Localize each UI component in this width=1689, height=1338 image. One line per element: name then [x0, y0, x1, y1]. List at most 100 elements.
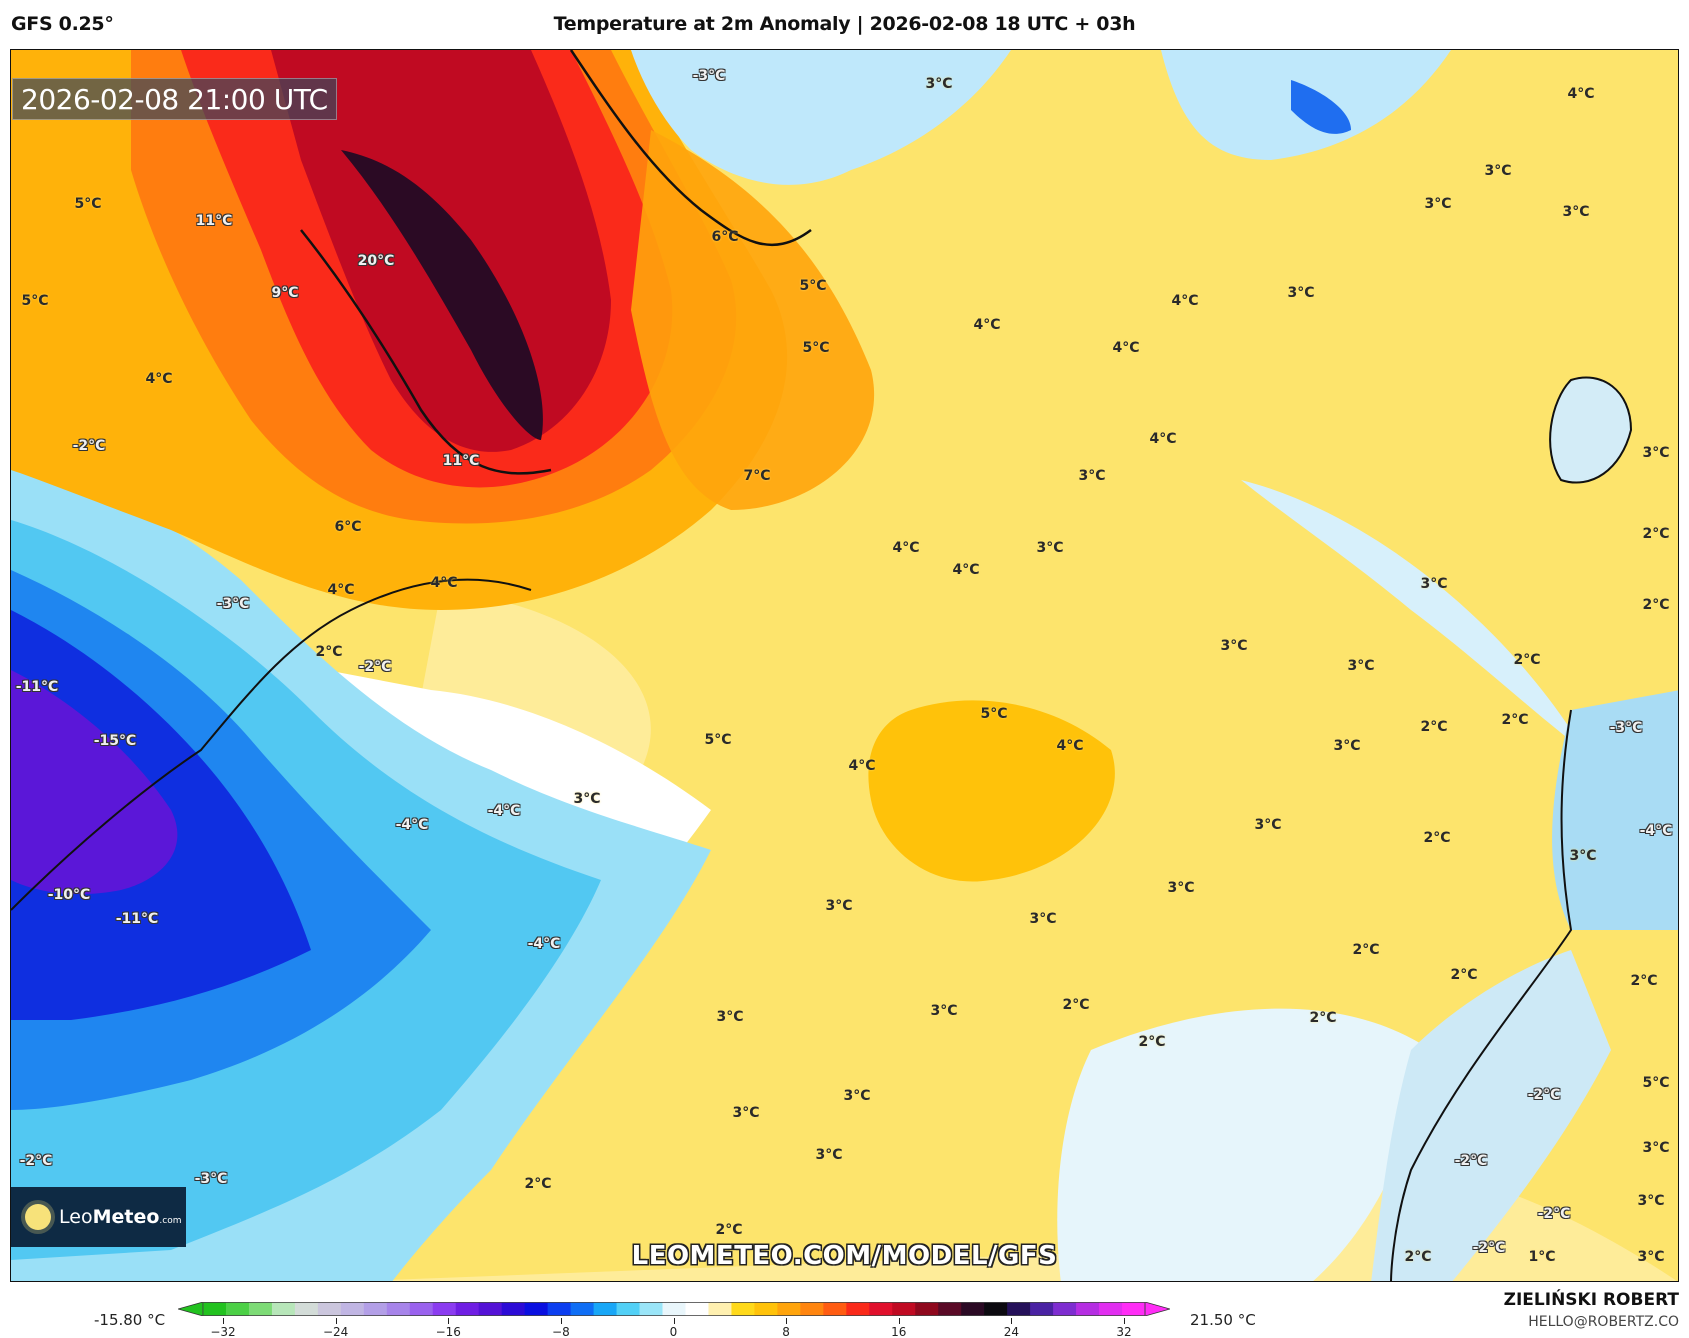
- colorbar-ticks: −32 −24 −16 −8 0 8 16 24 32: [0, 1318, 1689, 1338]
- contour-label: 3°C: [1167, 880, 1195, 896]
- colorbar-max-label: 21.50 °C: [1190, 1311, 1256, 1329]
- colorbar-tick-label: −8: [552, 1325, 570, 1338]
- contour-label: 4°C: [848, 758, 876, 774]
- anomaly-map[interactable]: 5°C 11°C 20°C 9°C 5°C 4°C -2°C 11°C 6°C 4°C 4°C -3°…: [10, 49, 1679, 1282]
- contour-label: 3°C: [1637, 1249, 1665, 1265]
- contour-label: 4°C: [973, 317, 1001, 333]
- contour-label: 3°C: [843, 1088, 871, 1104]
- contour-label: -4°C: [487, 803, 521, 819]
- contour-label: 3°C: [1562, 204, 1590, 220]
- contour-label: 2°C: [524, 1176, 552, 1192]
- contour-label: 2°C: [715, 1222, 743, 1238]
- contour-label: 2°C: [1138, 1034, 1166, 1050]
- colorbar-tick-label: −32: [210, 1325, 236, 1338]
- contour-label: 3°C: [1333, 738, 1361, 754]
- contour-label: 2°C: [1513, 652, 1541, 668]
- contour-label: 3°C: [732, 1105, 760, 1121]
- contour-label: 4°C: [1149, 431, 1177, 447]
- colorbar-tick-label: 0: [669, 1325, 678, 1338]
- colorbar-tick: [335, 1318, 337, 1324]
- contour-label: 3°C: [925, 76, 953, 92]
- contour-label: -11°C: [15, 679, 59, 695]
- contour-label: 3°C: [716, 1009, 744, 1025]
- contour-label: 11°C: [442, 453, 480, 469]
- author-name: ZIELIŃSKI ROBERT: [1503, 1290, 1679, 1310]
- colorbar-tick-label: 24: [1003, 1325, 1020, 1338]
- contour-label: 5°C: [21, 293, 49, 309]
- contour-label: 3°C: [1637, 1193, 1665, 1209]
- contour-label: -2°C: [1454, 1153, 1488, 1169]
- contour-label: 9°C: [271, 285, 299, 301]
- contour-label: 3°C: [573, 791, 601, 807]
- contour-label: 2°C: [315, 644, 343, 660]
- contour-label: -2°C: [1472, 1240, 1506, 1256]
- contour-label: 11°C: [195, 213, 233, 229]
- contour-label: -15°C: [93, 733, 137, 749]
- colorbar-tick-label: 16: [891, 1325, 907, 1338]
- leometeo-logo[interactable]: LeoMeteo.com: [11, 1187, 186, 1247]
- contour-label: 2°C: [1404, 1249, 1432, 1265]
- contour-label: 4°C: [892, 540, 920, 556]
- colorbar-tick-label: 8: [782, 1325, 790, 1338]
- contour-label: 4°C: [1171, 293, 1199, 309]
- colorbar-tick: [1011, 1318, 1013, 1324]
- contour-label: -3°C: [692, 68, 726, 84]
- contour-label: 4°C: [1056, 738, 1084, 754]
- colorbar-tick: [1124, 1318, 1125, 1324]
- contour-label: 3°C: [1254, 817, 1282, 833]
- contour-label: 3°C: [1424, 196, 1452, 212]
- contour-label: 4°C: [1567, 86, 1595, 102]
- contour-label: 3°C: [1420, 576, 1448, 592]
- contour-label: -10°C: [47, 887, 91, 903]
- watermark-url: LEOMETEO.COM/MODEL/GFS: [631, 1241, 1058, 1271]
- contour-label: 2°C: [1309, 1010, 1337, 1026]
- logo-text: LeoMeteo.com: [59, 1206, 182, 1228]
- colorbar-tick: [560, 1318, 562, 1324]
- colorbar-min-label: -15.80 °C: [94, 1311, 166, 1329]
- contour-label: 2°C: [1450, 967, 1478, 983]
- contour-label: 7°C: [743, 468, 771, 484]
- contour-label: 2°C: [1501, 712, 1529, 728]
- contour-label: -4°C: [395, 817, 429, 833]
- sun-icon: [25, 1204, 51, 1230]
- contour-label: 1°C: [1528, 1249, 1556, 1265]
- contour-label: -4°C: [1639, 823, 1673, 839]
- contour-label: -2°C: [358, 659, 392, 675]
- contour-label: -3°C: [1609, 720, 1643, 736]
- contour-label: 4°C: [430, 575, 458, 591]
- contour-label: 3°C: [815, 1147, 843, 1163]
- contour-label: 6°C: [711, 229, 739, 245]
- contour-label: -2°C: [1537, 1206, 1571, 1222]
- colorbar-tick-label: −24: [322, 1325, 349, 1338]
- contour-label: 3°C: [825, 898, 853, 914]
- colorbar-tick: [673, 1318, 675, 1324]
- author-email[interactable]: HELLO@ROBERTZ.CO: [1528, 1314, 1679, 1330]
- contour-label: 3°C: [1029, 911, 1057, 927]
- contour-label: 5°C: [74, 196, 102, 212]
- contour-label: 2°C: [1642, 526, 1670, 542]
- valid-time-badge: 2026-02-08 21:00 UTC: [12, 78, 337, 120]
- contour-label: 3°C: [1287, 285, 1315, 301]
- contour-label: -4°C: [527, 936, 561, 952]
- contour-label: 2°C: [1630, 973, 1658, 989]
- contour-label: 4°C: [145, 371, 173, 387]
- colorbar-tick-label: 32: [1116, 1325, 1132, 1338]
- contour-label: 4°C: [1112, 340, 1140, 356]
- colorbar-tick: [786, 1318, 788, 1324]
- contour-label: -2°C: [72, 438, 106, 454]
- contour-label: 2°C: [1352, 942, 1380, 958]
- colorbar-tick: [448, 1318, 450, 1324]
- contour-label: 5°C: [704, 732, 732, 748]
- contour-label: 3°C: [1347, 658, 1375, 674]
- colorbar: [178, 1302, 1170, 1316]
- contour-label: 3°C: [1220, 638, 1248, 654]
- contour-label: 2°C: [1420, 719, 1448, 735]
- contour-label: 6°C: [334, 519, 362, 535]
- contour-label: -3°C: [216, 596, 250, 612]
- contour-label: 5°C: [799, 278, 827, 294]
- colorbar-tick: [223, 1318, 224, 1324]
- contour-label: 3°C: [1036, 540, 1064, 556]
- contour-label: 2°C: [1423, 830, 1451, 846]
- contour-label: 20°C: [357, 253, 395, 269]
- contour-label: 3°C: [1569, 848, 1597, 864]
